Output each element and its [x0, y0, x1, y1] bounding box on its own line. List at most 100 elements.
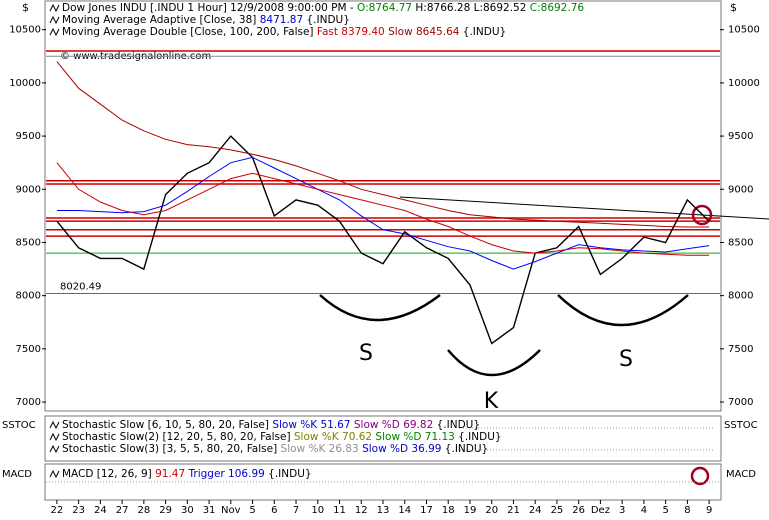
- y-tick-label: 8000: [728, 291, 753, 302]
- annotation: K: [484, 389, 499, 414]
- legend-part: Slow %D 36.99: [359, 443, 442, 455]
- x-tick-label: 17: [420, 505, 433, 516]
- y-tick-label: 9500: [16, 131, 41, 142]
- legend-entry: Moving Average Double [Close, 100, 200, …: [62, 26, 506, 38]
- shoulder-arc: [557, 294, 689, 327]
- legend-part: MACD [12, 26, 9]: [62, 468, 155, 480]
- y-tick-label: 7000: [728, 397, 753, 408]
- x-tick-label: 22: [51, 505, 64, 516]
- legend-part: {.INDU}: [303, 14, 350, 26]
- legend-part: Trigger 106.99: [185, 468, 265, 480]
- x-tick-label: 12: [355, 505, 368, 516]
- x-tick-label: 20: [485, 505, 498, 516]
- x-tick-label: 26: [572, 505, 585, 516]
- legend-part: Slow %D 71.13: [372, 431, 455, 443]
- series-line: [56, 135, 710, 345]
- x-tick-label: 3: [619, 505, 625, 516]
- x-tick-label: 27: [116, 505, 129, 516]
- legend-part: Fast 8379.40: [317, 26, 385, 38]
- main-panel: [44, 0, 722, 412]
- y-tick-label: 10000: [9, 78, 41, 89]
- legend-part: Stochastic Slow(2) [12, 20, 5, 80, 20, F…: [62, 431, 294, 443]
- legend-part: Stochastic Slow [6, 10, 5, 80, 20, False…: [62, 419, 272, 431]
- x-tick-label: 5: [249, 505, 255, 516]
- x-tick-label: 6: [271, 505, 277, 516]
- stoch-panel: [44, 415, 722, 462]
- highlight-circle: [690, 466, 710, 486]
- series-line: [56, 156, 710, 270]
- x-tick-label: 11: [333, 505, 346, 516]
- y-tick-label: 10500: [728, 25, 760, 36]
- head-arc: [447, 349, 541, 377]
- currency-right: $: [730, 1, 737, 14]
- y-tick-label: 9000: [16, 184, 41, 195]
- y-tick-label: 8000: [16, 291, 41, 302]
- x-tick-label: 14: [398, 505, 411, 516]
- legend-icon: [49, 420, 60, 430]
- x-tick-label: 30: [181, 505, 194, 516]
- legend-entry: Stochastic Slow(3) [3, 5, 5, 80, 20, Fal…: [62, 443, 488, 455]
- legend-entry: Stochastic Slow [6, 10, 5, 80, 20, False…: [62, 419, 480, 431]
- x-tick-label: 25: [551, 505, 564, 516]
- y-tick-label: 7500: [16, 344, 41, 355]
- legend-icon: [49, 27, 60, 37]
- currency-left: $: [22, 1, 29, 14]
- legend-entry: MACD [12, 26, 9] 91.47 Trigger 106.99 {.…: [62, 468, 312, 480]
- series-line: [56, 162, 710, 256]
- x-tick-label: Nov: [221, 505, 241, 516]
- legend-icon: [49, 3, 60, 13]
- y-tick-label: 9500: [728, 131, 753, 142]
- legend-part: {.INDU}: [455, 431, 502, 443]
- legend-entry: Stochastic Slow(2) [12, 20, 5, 80, 20, F…: [62, 431, 502, 443]
- legend-part: Dow Jones INDU [.INDU 1 Hour] 12/9/2008 …: [62, 2, 357, 14]
- y-tick-label: 10500: [9, 25, 41, 36]
- x-tick-label: 24: [94, 505, 107, 516]
- annotation: S: [619, 347, 633, 372]
- x-tick-label: 18: [442, 505, 455, 516]
- stoch-label-left: SSTOC: [2, 420, 36, 431]
- legend-part: Slow %K 70.62: [294, 431, 372, 443]
- x-tick-label: 9: [706, 505, 712, 516]
- legend-part: Stochastic Slow(3) [3, 5, 5, 80, 20, Fal…: [62, 443, 281, 455]
- y-tick-label: 10000: [728, 78, 760, 89]
- x-tick-label: Dez: [591, 505, 610, 516]
- macd-label-right: MACD: [726, 469, 756, 480]
- highlight-circle: [691, 204, 713, 226]
- legend-entry: Dow Jones INDU [.INDU 1 Hour] 12/9/2008 …: [62, 2, 584, 14]
- y-tick-label: 7500: [728, 344, 753, 355]
- x-tick-label: 29: [159, 505, 172, 516]
- y-tick-label: 9000: [728, 184, 753, 195]
- series-line: [56, 61, 710, 228]
- legend-part: Moving Average Adaptive [Close, 38]: [62, 14, 260, 26]
- x-tick-label: 31: [203, 505, 216, 516]
- level-label: 8020.49: [60, 282, 101, 293]
- x-tick-label: 10: [311, 505, 324, 516]
- legend-part: Moving Average Double [Close, 100, 200, …: [62, 26, 317, 38]
- x-tick-label: 19: [464, 505, 477, 516]
- legend-part: {.INDU}: [441, 443, 488, 455]
- legend-part: {.INDU}: [433, 419, 480, 431]
- legend-part: H:8766.28 L:8692.52: [412, 2, 530, 14]
- legend-part: Slow 8645.64: [385, 26, 460, 38]
- macd-label-left: MACD: [2, 469, 32, 480]
- stoch-label-right: SSTOC: [724, 420, 758, 431]
- legend-part: Slow %K 26.83: [281, 443, 359, 455]
- x-tick-label: 5: [662, 505, 668, 516]
- shoulder-arc: [319, 294, 441, 322]
- x-tick-label: 8: [684, 505, 690, 516]
- y-tick-label: 8500: [728, 237, 753, 248]
- legend-part: 8471.87: [260, 14, 303, 26]
- legend-part: {.INDU}: [265, 468, 312, 480]
- legend-icon: [49, 444, 60, 454]
- x-tick-label: 21: [507, 505, 520, 516]
- y-tick-label: 8500: [16, 237, 41, 248]
- legend-part: 91.47: [155, 468, 185, 480]
- x-tick-label: 28: [137, 505, 150, 516]
- legend-entry: Moving Average Adaptive [Close, 38] 8471…: [62, 14, 350, 26]
- y-tick-label: 7000: [16, 397, 41, 408]
- annotation: S: [359, 341, 373, 366]
- white-box: [356, 340, 416, 402]
- legend-part: C:8692.76: [530, 2, 585, 14]
